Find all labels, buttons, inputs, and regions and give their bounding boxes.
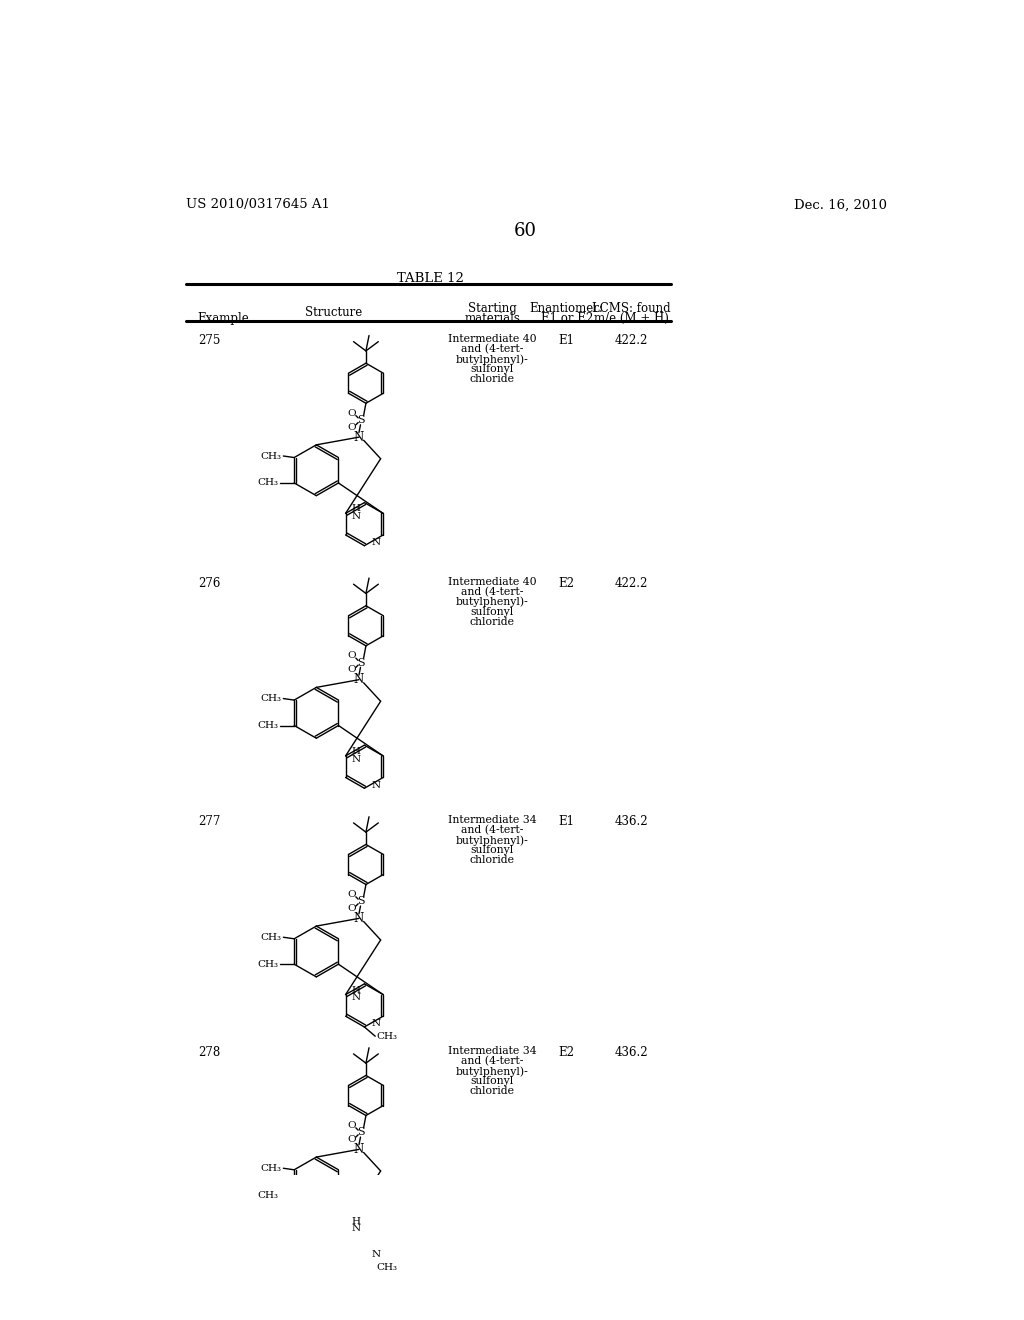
Text: CH₃: CH₃	[258, 960, 279, 969]
Text: butylphenyl)-: butylphenyl)-	[456, 836, 528, 846]
Text: O: O	[347, 904, 355, 913]
Text: CH₃: CH₃	[377, 1032, 397, 1040]
Text: and (4-tert-: and (4-tert-	[461, 1056, 523, 1067]
Text: O: O	[347, 651, 355, 660]
Text: Enantiomer:: Enantiomer:	[529, 302, 603, 314]
Text: S: S	[357, 657, 366, 668]
Text: Example: Example	[198, 313, 250, 326]
Text: N: N	[372, 539, 381, 546]
Text: N: N	[372, 1250, 381, 1259]
Text: sulfonyl: sulfonyl	[471, 607, 514, 616]
Text: LCMS: found: LCMS: found	[593, 302, 671, 314]
Text: sulfonyl: sulfonyl	[471, 364, 514, 374]
Text: 275: 275	[198, 334, 220, 347]
Text: H: H	[351, 1217, 360, 1225]
Text: CH₃: CH₃	[261, 1164, 282, 1172]
Text: 60: 60	[513, 222, 537, 240]
Text: N: N	[354, 1143, 365, 1156]
Text: Intermediate 40: Intermediate 40	[447, 334, 537, 345]
Text: E1: E1	[559, 334, 574, 347]
Text: O: O	[347, 1135, 355, 1144]
Text: Intermediate 34: Intermediate 34	[447, 1047, 537, 1056]
Text: 278: 278	[198, 1047, 220, 1059]
Text: O: O	[347, 890, 355, 899]
Text: CH₃: CH₃	[261, 694, 282, 704]
Text: S: S	[357, 1127, 366, 1138]
Text: TABLE 12: TABLE 12	[397, 272, 464, 285]
Text: and (4-tert-: and (4-tert-	[461, 825, 523, 836]
Text: N: N	[351, 1224, 360, 1233]
Text: CH₃: CH₃	[258, 721, 279, 730]
Text: N: N	[372, 780, 381, 789]
Text: N: N	[354, 673, 365, 686]
Text: E1 or E2: E1 or E2	[541, 312, 593, 325]
Text: E1: E1	[559, 816, 574, 828]
Text: Structure: Structure	[305, 306, 362, 319]
Text: chloride: chloride	[470, 1086, 515, 1096]
Text: S: S	[357, 416, 366, 425]
Text: Starting: Starting	[468, 302, 517, 314]
Text: 422.2: 422.2	[615, 334, 648, 347]
Text: CH₃: CH₃	[261, 933, 282, 941]
Text: N: N	[351, 512, 360, 521]
Text: Intermediate 34: Intermediate 34	[447, 816, 537, 825]
Text: O: O	[347, 409, 355, 417]
Text: chloride: chloride	[470, 616, 515, 627]
Text: and (4-tert-: and (4-tert-	[461, 345, 523, 354]
Text: O: O	[347, 422, 355, 432]
Text: N: N	[351, 993, 360, 1002]
Text: materials: materials	[464, 312, 520, 325]
Text: 276: 276	[198, 577, 220, 590]
Text: butylphenyl)-: butylphenyl)-	[456, 1067, 528, 1077]
Text: and (4-tert-: and (4-tert-	[461, 586, 523, 597]
Text: 436.2: 436.2	[615, 1047, 648, 1059]
Text: H: H	[351, 504, 360, 513]
Text: N: N	[372, 1019, 381, 1028]
Text: O: O	[347, 1121, 355, 1130]
Text: sulfonyl: sulfonyl	[471, 1076, 514, 1086]
Text: 422.2: 422.2	[615, 577, 648, 590]
Text: N: N	[354, 430, 365, 444]
Text: 436.2: 436.2	[615, 816, 648, 828]
Text: chloride: chloride	[470, 855, 515, 865]
Text: CH₃: CH₃	[377, 1263, 397, 1271]
Text: US 2010/0317645 A1: US 2010/0317645 A1	[186, 198, 330, 211]
Text: E2: E2	[559, 577, 574, 590]
Text: CH₃: CH₃	[261, 451, 282, 461]
Text: E2: E2	[559, 1047, 574, 1059]
Text: butylphenyl)-: butylphenyl)-	[456, 354, 528, 364]
Text: S: S	[357, 896, 366, 907]
Text: H: H	[351, 747, 360, 756]
Text: CH₃: CH₃	[258, 1191, 279, 1200]
Text: Dec. 16, 2010: Dec. 16, 2010	[795, 198, 888, 211]
Text: H: H	[351, 986, 360, 994]
Text: N: N	[351, 755, 360, 763]
Text: butylphenyl)-: butylphenyl)-	[456, 597, 528, 607]
Text: N: N	[354, 912, 365, 925]
Text: O: O	[347, 665, 355, 675]
Text: m/e (M + H): m/e (M + H)	[594, 312, 670, 325]
Text: Intermediate 40: Intermediate 40	[447, 577, 537, 586]
Text: 277: 277	[198, 816, 220, 828]
Text: sulfonyl: sulfonyl	[471, 845, 514, 855]
Text: CH₃: CH₃	[258, 478, 279, 487]
Text: chloride: chloride	[470, 374, 515, 384]
